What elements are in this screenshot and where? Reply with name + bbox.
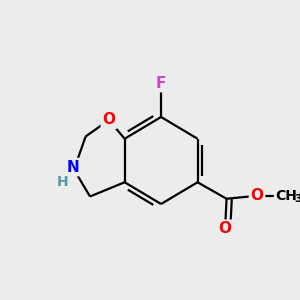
Text: CH: CH [275,189,297,203]
Text: N: N [66,160,79,175]
Text: O: O [219,221,232,236]
Text: O: O [250,188,263,203]
Text: 3: 3 [294,194,300,204]
Text: H: H [57,175,69,189]
Text: F: F [156,76,166,91]
Text: O: O [102,112,115,128]
